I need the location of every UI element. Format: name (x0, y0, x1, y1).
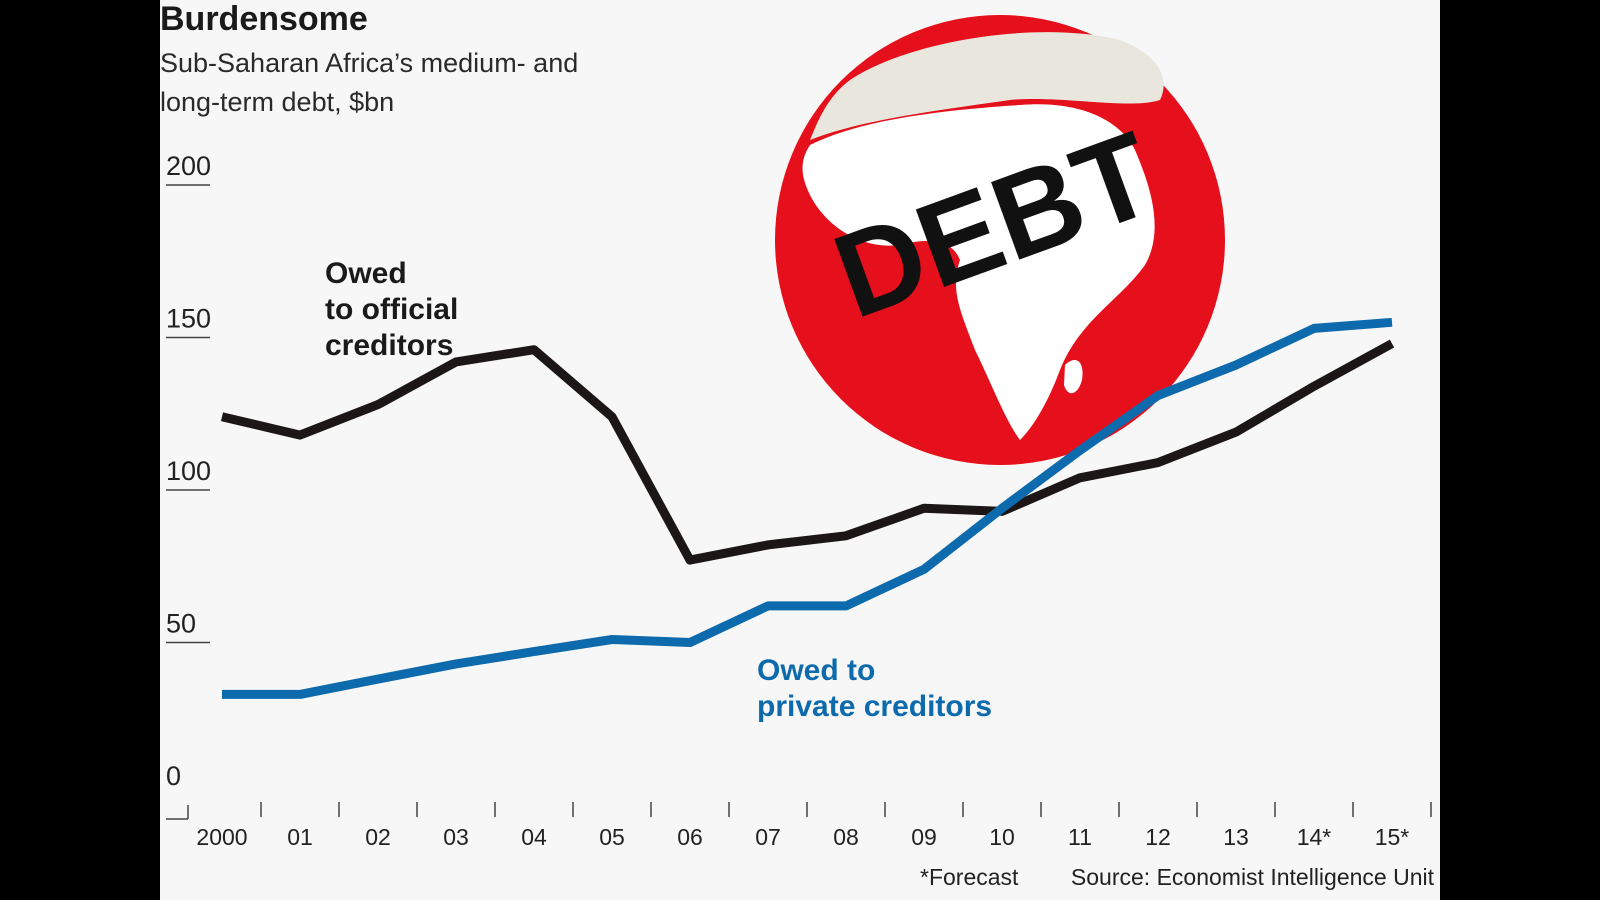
line-chart: DEBT 0 50 100 150 200 2000 01 02 03 04 05 06 07 08 09 1… (166, 15, 1432, 850)
x-tick-label: 07 (755, 824, 781, 850)
africa-land (802, 104, 1155, 440)
series-label-line: to official (325, 293, 458, 326)
series-label-line: Owed to (757, 654, 875, 687)
y-tick-label: 50 (166, 609, 196, 639)
x-tick-label: 13 (1223, 824, 1249, 850)
x-tick-label: 14* (1297, 824, 1332, 850)
x-tick-label: 05 (599, 824, 625, 850)
y-tick-label: 100 (166, 456, 211, 486)
madagascar-land (1064, 360, 1083, 394)
x-tick-label: 10 (989, 824, 1015, 850)
x-tick-label: 08 (833, 824, 859, 850)
x-tick-label: 11 (1068, 824, 1092, 850)
chart-panel: Burdensome Sub-Saharan Africa’s medium- … (160, 0, 1440, 900)
y-tick-label: 200 (166, 151, 211, 181)
x-tick-label: 04 (521, 824, 547, 850)
axes: 0 50 100 150 200 2000 01 02 03 04 05 06 07 08 09 10 11 12… (166, 151, 1432, 850)
series-lines (220, 317, 1395, 699)
x-tick-label: 15* (1375, 824, 1410, 850)
y-tick-label: 0 (166, 761, 181, 791)
series-labels: Owed to official creditors Owed to private c… (325, 257, 992, 723)
source-note: Source: Economist Intelligence Unit (1070, 864, 1434, 890)
x-tick-label: 06 (677, 824, 703, 850)
series-label-line: private creditors (757, 690, 992, 723)
private-creditors-label: Owed to private creditors (757, 654, 992, 723)
debt-globe-illustration: DEBT (775, 15, 1225, 465)
series-label-line: creditors (325, 329, 453, 362)
x-tick-label: 01 (287, 824, 313, 850)
x-tick-label: 03 (443, 824, 469, 850)
x-tick-label: 12 (1145, 824, 1171, 850)
y-tick-label: 150 (166, 304, 211, 334)
chart-title: Burdensome (160, 0, 368, 38)
europe-land (810, 32, 1164, 141)
chart-subtitle: Sub-Saharan Africa’s medium- and long-te… (160, 48, 579, 117)
series-label-line: Owed (325, 257, 407, 290)
private-creditors-line (222, 317, 1393, 699)
x-tick-label: 02 (365, 824, 391, 850)
x-tick-label: 2000 (196, 824, 247, 850)
official-creditors-label: Owed to official creditors (325, 257, 458, 362)
official-creditors-line (220, 339, 1395, 565)
x-tick-label: 09 (911, 824, 937, 850)
forecast-note: *Forecast (920, 864, 1019, 890)
